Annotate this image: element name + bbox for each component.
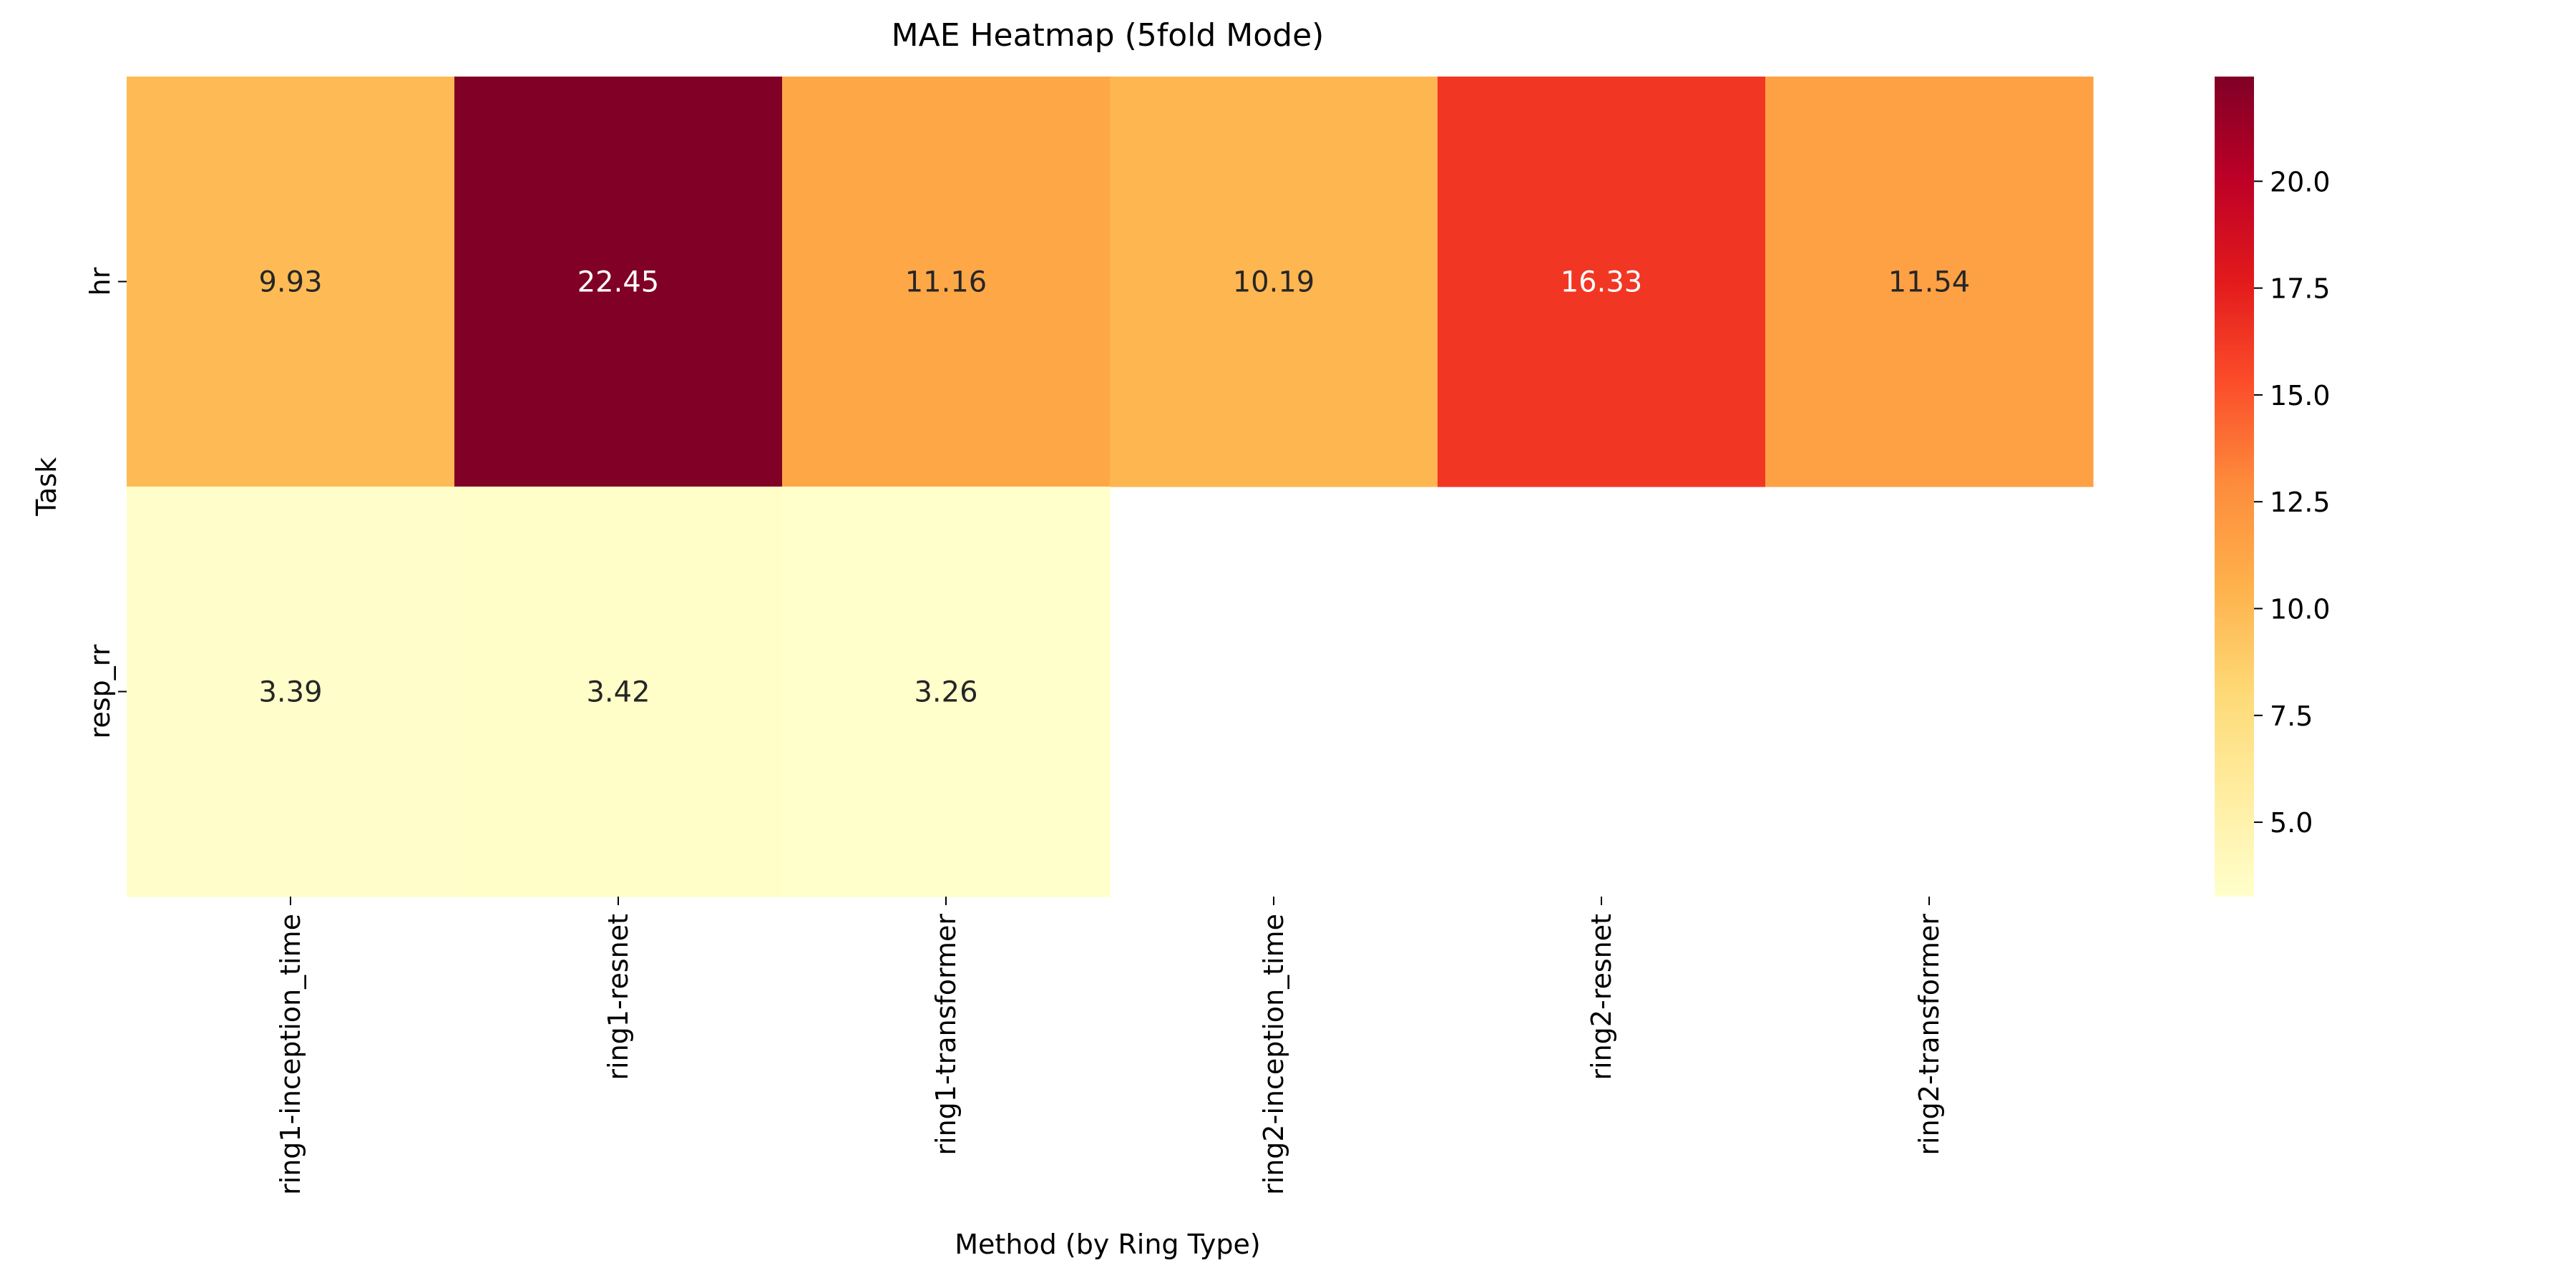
colorbar bbox=[2215, 77, 2254, 897]
cell-value-label: 10.19 bbox=[1233, 266, 1315, 299]
cell-value-label: 11.16 bbox=[905, 266, 987, 299]
heatmap-cell bbox=[1110, 77, 1438, 487]
y-axis-label: Task bbox=[31, 457, 62, 517]
colorbar-tick-label: 15.0 bbox=[2270, 380, 2331, 411]
x-axis-label: Method (by Ring Type) bbox=[955, 1229, 1260, 1260]
x-tick-label: ring2-transformer bbox=[1913, 914, 1945, 1156]
y-axis-ticks: hr resp_rr bbox=[84, 267, 127, 738]
heatmap-cell bbox=[782, 487, 1111, 897]
heatmap-cell bbox=[1765, 77, 2094, 487]
colorbar-tick-label: 17.5 bbox=[2270, 273, 2331, 305]
chart-title: MAE Heatmap (5fold Mode) bbox=[892, 17, 1324, 54]
heatmap-cell bbox=[454, 487, 783, 897]
x-tick-label: ring2-inception_time bbox=[1258, 914, 1289, 1195]
cell-value-label: 3.42 bbox=[586, 676, 650, 709]
x-tick-label: ring2-resnet bbox=[1586, 914, 1617, 1080]
heatmap-cell bbox=[1438, 77, 1766, 487]
cell-value-label: 11.54 bbox=[1888, 266, 1971, 299]
cell-value-label: 3.26 bbox=[914, 676, 977, 709]
colorbar-ticks: 5.0 7.5 10.0 12.5 15.0 17.5 20.0 bbox=[2254, 166, 2331, 839]
colorbar-tick-label: 7.5 bbox=[2270, 701, 2313, 732]
heatmap-cell-labels: 9.93 22.45 11.16 10.19 16.33 11.54 3.39 3.42 3.2… bbox=[258, 266, 1970, 709]
cell-value-label: 9.93 bbox=[258, 266, 322, 299]
x-tick-label: ring1-inception_time bbox=[275, 914, 306, 1195]
heatmap-cell bbox=[454, 77, 783, 487]
x-axis-ticks: ring1-inception_time ring1-resnet ring1-tr… bbox=[275, 897, 1945, 1195]
colorbar-tick-label: 10.0 bbox=[2270, 593, 2331, 625]
y-tick-label: resp_rr bbox=[84, 644, 116, 738]
x-tick-label: ring1-transformer bbox=[930, 914, 962, 1156]
cell-value-label: 3.39 bbox=[258, 676, 322, 709]
heatmap-cells bbox=[127, 77, 2094, 897]
cell-value-label: 22.45 bbox=[577, 266, 660, 299]
heatmap-cell bbox=[127, 77, 455, 487]
y-tick-label: hr bbox=[84, 267, 116, 296]
colorbar-tick-label: 5.0 bbox=[2270, 807, 2313, 839]
colorbar-tick-label: 12.5 bbox=[2270, 487, 2331, 518]
colorbar-tick-label: 20.0 bbox=[2270, 166, 2331, 197]
x-tick-label: ring1-resnet bbox=[602, 914, 634, 1080]
heatmap-cell bbox=[127, 487, 455, 897]
cell-value-label: 16.33 bbox=[1561, 266, 1643, 299]
heatmap-cell bbox=[782, 77, 1111, 487]
